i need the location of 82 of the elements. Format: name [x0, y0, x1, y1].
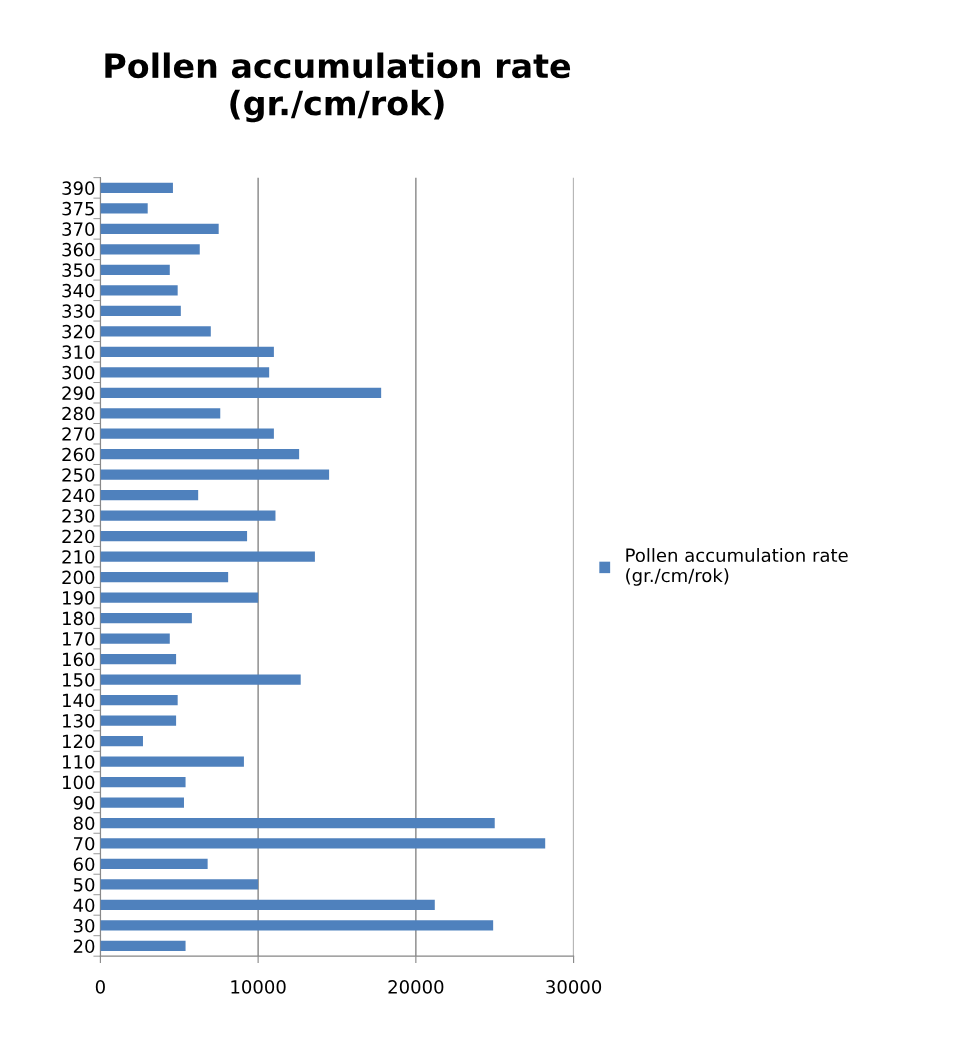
- bar: [100, 490, 199, 501]
- bar: [100, 449, 300, 460]
- bar: [100, 305, 181, 316]
- y-tick-label: 170: [63, 632, 95, 646]
- y-tick-label: 370: [62, 222, 95, 236]
- bar: [100, 223, 219, 234]
- x-tick-label: 20000: [388, 980, 444, 994]
- y-tick-label: 390: [62, 181, 95, 196]
- y-tick-label: 160: [63, 652, 95, 667]
- bar: [100, 551, 315, 562]
- y-tick-label: 30: [73, 918, 95, 933]
- y-tick-label: 80: [73, 816, 95, 831]
- y-tick-label: 260: [62, 447, 95, 462]
- bar: [100, 858, 208, 870]
- y-tick-label: 360: [62, 242, 95, 257]
- bar: [100, 244, 200, 255]
- bar: [100, 285, 178, 296]
- y-tick-label: 220: [62, 529, 95, 544]
- bar: [100, 182, 173, 194]
- bar: [100, 735, 143, 747]
- bar: [100, 674, 301, 685]
- bar: [100, 469, 330, 480]
- y-tick-label: 90: [73, 795, 95, 810]
- y-tick-label: 280: [62, 406, 95, 421]
- y-tick-label: 150: [63, 673, 95, 687]
- y-tick-label: 120: [63, 734, 95, 749]
- bar: [100, 838, 546, 849]
- y-tick-label: 240: [62, 488, 95, 503]
- bar: [100, 203, 148, 214]
- bar: [100, 776, 186, 788]
- x-tick-label: 30000: [546, 980, 602, 994]
- bar: [100, 592, 259, 603]
- y-tick-label: 20: [73, 939, 95, 954]
- y-tick-label: 375: [62, 201, 94, 216]
- bar: [100, 920, 494, 931]
- y-tick-label: 60: [73, 857, 95, 872]
- bar: [100, 694, 178, 706]
- y-tick-label: 40: [73, 898, 95, 913]
- bar: [100, 367, 270, 378]
- y-tick-label: 270: [62, 427, 95, 441]
- bar: [100, 715, 177, 726]
- y-tick-label: 320: [62, 324, 95, 339]
- bar: [100, 346, 274, 357]
- legend-label: Pollen accumulation rate (gr./cm/rok): [626, 548, 848, 586]
- x-tick-label: 0: [95, 980, 105, 994]
- y-tick-label: 140: [63, 693, 95, 708]
- bar: [100, 572, 229, 583]
- y-tick-label: 350: [62, 263, 95, 277]
- y-tick-label: 70: [74, 836, 95, 851]
- bar: [100, 613, 192, 624]
- bar: [100, 940, 186, 952]
- bar: [100, 326, 211, 337]
- bar: [100, 879, 259, 890]
- y-tick-label: 340: [62, 283, 95, 298]
- x-tick-label: 10000: [231, 980, 286, 994]
- y-tick-label: 310: [62, 345, 95, 359]
- bar: [100, 653, 177, 665]
- y-tick-label: 50: [73, 877, 95, 892]
- bar: [100, 428, 274, 439]
- y-tick-label: 330: [62, 304, 95, 318]
- y-tick-label: 290: [62, 386, 95, 400]
- y-tick-label: 250: [62, 468, 95, 482]
- y-tick-label: 190: [63, 591, 95, 605]
- y-tick-label: 100: [63, 775, 95, 790]
- chart-title: Pollen accumulation rate (gr./cm/rok): [105, 52, 571, 123]
- bar: [100, 264, 170, 275]
- y-tick-label: 130: [63, 714, 95, 728]
- y-tick-label: 200: [62, 570, 95, 585]
- y-tick-label: 110: [63, 755, 95, 769]
- y-tick-label: 210: [62, 550, 95, 564]
- bar: [100, 531, 248, 542]
- bar: [100, 899, 435, 911]
- y-tick-label: 300: [62, 365, 95, 380]
- bar: [100, 387, 382, 398]
- bar: [100, 408, 221, 419]
- y-tick-label: 230: [62, 509, 95, 523]
- y-tick-label: 180: [63, 611, 95, 626]
- bar: [100, 510, 276, 521]
- bar: [100, 633, 170, 644]
- bar: [100, 756, 244, 767]
- bar: [100, 817, 495, 829]
- bar: [100, 797, 184, 808]
